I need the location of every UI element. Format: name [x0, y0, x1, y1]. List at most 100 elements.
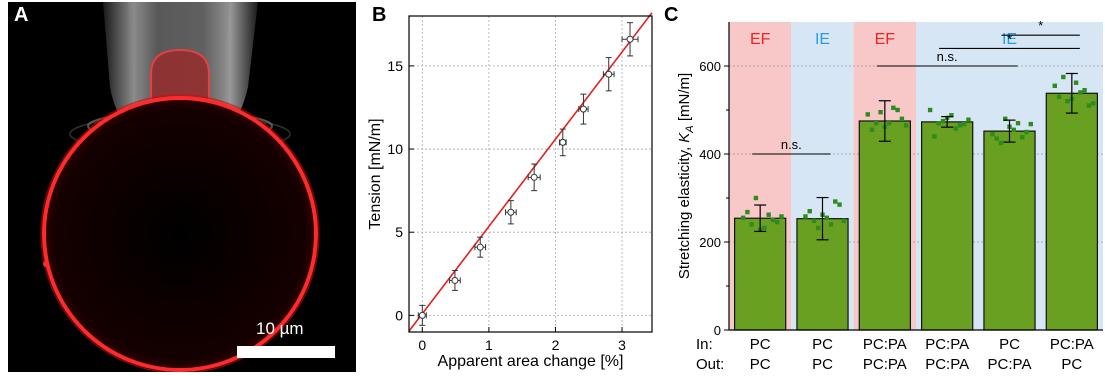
category-in-label: PC — [812, 336, 833, 353]
scatter-point — [927, 107, 933, 113]
scatter-point — [828, 222, 834, 227]
scatter-point — [940, 118, 946, 124]
scatter-point — [833, 199, 838, 204]
panel-b-letter: B — [372, 4, 387, 26]
scale-bar — [237, 346, 335, 358]
micrograph-image — [40, 2, 320, 372]
category-in-label: PC:PA — [925, 336, 969, 353]
category-in-label: PC — [999, 336, 1020, 353]
data-point — [507, 208, 515, 216]
scatter-point — [766, 212, 771, 217]
y-tick-label: 15 — [387, 58, 403, 74]
panel-c-letter: C — [664, 4, 679, 26]
y-axis-label: Tension [mN/m] — [367, 118, 384, 229]
scatter-point — [753, 195, 759, 201]
scatter-point — [740, 215, 746, 220]
x-tick-label: 1 — [485, 337, 493, 353]
scatter-point — [869, 127, 875, 132]
bar — [983, 130, 1036, 331]
x-tick-label: 3 — [618, 337, 626, 353]
scatter-point — [953, 126, 958, 131]
scatter-point — [1028, 121, 1033, 127]
category-out-label: PC — [1061, 356, 1082, 373]
scatter-point — [957, 123, 963, 128]
bar — [858, 120, 911, 331]
elasticity-chart: EF IE EF IEn.s.n.s.**0200400600In:Out:PCPCP… — [676, 18, 1103, 373]
scatter-point — [1020, 135, 1025, 140]
scatter-point — [962, 121, 967, 127]
scatter-point — [899, 116, 905, 121]
y-tick-label: 10 — [387, 141, 403, 157]
y-tick-label: 600 — [699, 59, 721, 74]
scatter-point — [1052, 83, 1057, 88]
data-point — [626, 35, 634, 43]
category-in-label: PC:PA — [863, 336, 907, 353]
bar — [1045, 92, 1098, 331]
band-label: EF — [875, 31, 896, 48]
x-tick-label: 0 — [418, 337, 426, 353]
scatter-point — [1024, 129, 1029, 135]
scatter-point — [874, 121, 879, 126]
scatter-point — [932, 134, 937, 139]
scatter-point — [779, 214, 784, 219]
category-in-label: PC — [750, 336, 771, 353]
category-out-label: PC:PA — [925, 356, 969, 373]
row-label-in: In: — [696, 336, 713, 353]
scatter-point — [807, 209, 812, 214]
band-label: IE — [815, 31, 830, 48]
scatter-point — [1086, 103, 1092, 108]
scatter-point — [878, 110, 883, 115]
y-tick-label: 200 — [699, 235, 721, 250]
scatter-point — [949, 113, 954, 118]
bar — [921, 121, 974, 331]
scatter-point — [1065, 99, 1070, 104]
scatter-point — [1082, 88, 1087, 93]
scatter-point — [745, 209, 750, 215]
data-point — [559, 138, 567, 146]
y-axis-label: Stretching elasticity, KA [mN/m] — [676, 73, 696, 279]
data-point — [530, 173, 538, 181]
scatter-point — [1015, 121, 1021, 126]
scatter-point — [1056, 94, 1062, 99]
scatter-point — [749, 222, 754, 227]
category-out-label: PC — [812, 356, 833, 373]
scatter-point — [990, 132, 995, 137]
category-out-label: PC — [750, 356, 771, 373]
scatter-point — [966, 117, 971, 122]
scatter-point — [891, 105, 896, 110]
data-point — [451, 276, 459, 284]
scale-bar-label: 10 µm — [256, 319, 304, 338]
data-point — [476, 243, 484, 251]
plot-frame — [408, 15, 653, 333]
scatter-point — [824, 215, 829, 220]
y-tick-label: 0 — [714, 323, 721, 338]
significance-label: * — [1038, 18, 1043, 33]
category-in-label: PC:PA — [1050, 336, 1094, 353]
significance-label: * — [1007, 31, 1012, 46]
scatter-point — [1090, 101, 1096, 106]
category-out-label: PC:PA — [863, 356, 907, 373]
x-axis-label: Apparent area change [%] — [438, 353, 624, 370]
scatter-point — [1061, 74, 1066, 80]
scatter-point — [762, 225, 767, 231]
scatter-point — [803, 214, 808, 219]
scatter-point — [865, 112, 870, 117]
scatter-point — [1011, 127, 1016, 132]
row-label-out: Out: — [696, 356, 724, 373]
scatter-point — [994, 136, 999, 141]
category-out-label: PC:PA — [988, 356, 1032, 373]
micrograph-panel: A 10 µm — [8, 2, 356, 372]
scatter-point — [816, 225, 821, 231]
scatter-point — [841, 218, 846, 224]
scatter-point — [936, 121, 941, 126]
data-point — [605, 70, 613, 78]
x-tick-label: 2 — [552, 337, 560, 353]
scatter-point — [1003, 116, 1008, 121]
scatter-point — [895, 107, 900, 113]
scatter-point — [886, 121, 892, 126]
scatter-point — [1073, 80, 1079, 85]
fit-line — [408, 12, 653, 332]
band-label: EF — [750, 31, 771, 48]
panel-a-letter: A — [14, 4, 29, 26]
significance-label: n.s. — [781, 137, 802, 152]
